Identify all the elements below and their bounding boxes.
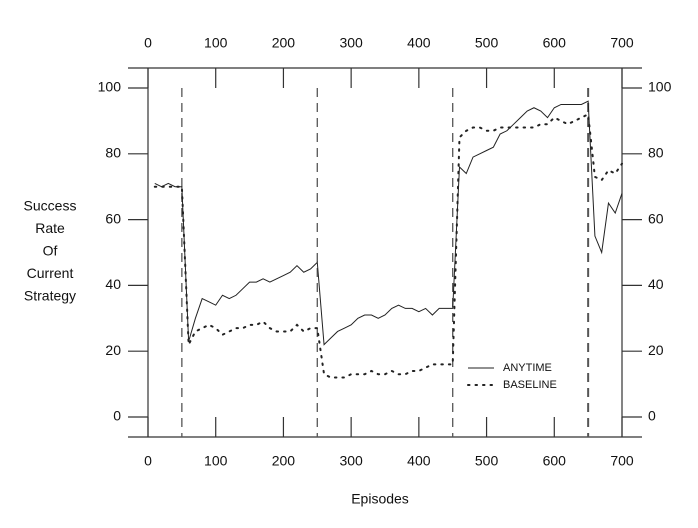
x-tick-label-top: 300 (339, 35, 363, 51)
x-tick-label: 300 (339, 453, 363, 469)
legend-label: ANYTIME (503, 362, 552, 374)
x-tick-label-top: 400 (407, 35, 431, 51)
x-tick-label-top: 200 (272, 35, 296, 51)
x-tick-label: 200 (272, 453, 296, 469)
x-tick-label: 700 (610, 453, 634, 469)
y-tick-label-right: 20 (648, 342, 664, 358)
y-axis-label: Of (43, 243, 58, 259)
legend-label: BASELINE (503, 379, 557, 391)
series-line (153, 112, 623, 379)
y-tick-label-right: 40 (648, 276, 664, 292)
series-line (154, 100, 623, 346)
x-tick-label: 500 (475, 453, 499, 469)
y-tick-label: 20 (105, 342, 121, 358)
x-tick-label-top: 700 (610, 35, 634, 51)
y-tick-label: 80 (105, 145, 121, 161)
x-axis-label: Episodes (351, 491, 409, 507)
y-tick-label-right: 80 (648, 145, 664, 161)
x-tick-label-top: 500 (475, 35, 499, 51)
y-tick-label: 60 (105, 210, 121, 226)
y-axis-label: Strategy (24, 288, 76, 304)
x-tick-label: 100 (204, 453, 228, 469)
x-tick-label: 0 (144, 453, 152, 469)
y-axis-label: Rate (35, 220, 65, 236)
x-tick-label-top: 600 (543, 35, 567, 51)
y-tick-label-right: 0 (648, 408, 656, 424)
y-tick-label: 0 (113, 408, 121, 424)
y-tick-label-right: 100 (648, 79, 672, 95)
y-tick-label: 40 (105, 276, 121, 292)
x-tick-label: 400 (407, 453, 431, 469)
y-axis-label: Success (24, 198, 77, 214)
x-tick-label: 600 (543, 453, 567, 469)
y-axis-label: Current (27, 265, 74, 281)
x-tick-label-top: 0 (144, 35, 152, 51)
y-tick-label-right: 60 (648, 210, 664, 226)
x-tick-label-top: 100 (204, 35, 228, 51)
y-tick-label: 100 (98, 79, 122, 95)
